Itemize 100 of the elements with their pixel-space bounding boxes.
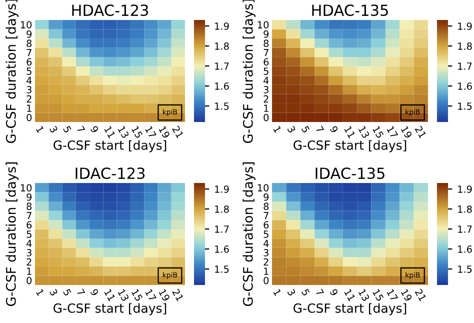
x-tick-label: 15 <box>131 288 143 302</box>
x-tick-label: 9 <box>90 125 99 134</box>
y-tick-label: 4 <box>264 76 269 84</box>
x-tick-label: 13 <box>358 288 370 302</box>
x-tick-label: 3 <box>49 126 58 134</box>
y-tick-label: 8 <box>264 40 269 48</box>
y-tick-label: 5 <box>264 68 268 75</box>
x-tick-label: 19 <box>158 288 170 302</box>
color-bar-label: 1.5 <box>215 266 229 273</box>
x-tick-label: 17 <box>386 288 398 302</box>
y-tick-label: 6 <box>264 221 269 229</box>
x-tick-label: 1 <box>273 126 282 134</box>
x-tick-label: 19 <box>400 288 412 302</box>
x-tick-label: 3 <box>49 288 58 296</box>
x-tick-label: 21 <box>172 288 184 302</box>
x-tick-label: 7 <box>76 288 86 296</box>
y-tick-label: 0 <box>26 114 32 122</box>
x-tick-label: 1 <box>36 288 44 296</box>
x-tick-label: 9 <box>90 288 99 296</box>
y-tick-label: 4 <box>26 76 32 84</box>
color-bar-label: 1.8 <box>215 42 229 50</box>
color-bar-label: 1.5 <box>458 266 472 273</box>
y-tick-label: 5 <box>26 68 32 75</box>
x-tick-label: 15 <box>372 126 384 139</box>
y-tick-label: 4 <box>264 240 269 247</box>
x-tick-label: 5 <box>62 288 72 296</box>
color-bar-label: 1.6 <box>458 245 472 253</box>
y-tick-label: 10 <box>20 21 32 28</box>
color-bar-label: 1.6 <box>458 82 472 90</box>
color-bar-label: 1.9 <box>458 22 472 30</box>
x-tick-label: 7 <box>76 126 86 134</box>
x-tick-label: 9 <box>330 125 338 134</box>
x-tick-label: 11 <box>104 288 116 302</box>
x-tick-label: 13 <box>358 126 370 139</box>
x-tick-label: 11 <box>344 126 356 138</box>
x-axis-title: G-CSF start [days] <box>54 303 166 316</box>
y-tick-label: 7 <box>264 49 268 56</box>
y-tick-label: 6 <box>26 221 32 229</box>
y-tick-label: 0 <box>26 276 32 284</box>
y-tick-label: 7 <box>264 212 268 220</box>
y-tick-label: 9 <box>26 30 32 38</box>
color-bar-label: 1.6 <box>215 245 229 253</box>
y-tick-label: 10 <box>258 21 269 28</box>
y-tick-label: 6 <box>264 58 269 66</box>
x-tick-label: 11 <box>344 288 356 302</box>
y-tick-label: 1 <box>264 268 268 275</box>
color-bar-label: 1.7 <box>215 226 229 233</box>
color-bar-label: 1.7 <box>215 62 229 70</box>
x-tick-label: 5 <box>301 126 310 134</box>
x-tick-label: 17 <box>386 126 398 138</box>
x-tick-label: 19 <box>158 126 170 139</box>
x-tick-label: 17 <box>145 288 156 302</box>
y-tick-label: 8 <box>264 202 269 210</box>
color-bar-label: 1.9 <box>215 22 229 30</box>
x-tick-label: 7 <box>316 288 324 296</box>
y-tick-label: 2 <box>26 95 32 103</box>
y-tick-label: 5 <box>264 230 268 238</box>
y-tick-label: 8 <box>26 202 32 210</box>
x-axis-title: G-CSF start [days] <box>294 140 406 152</box>
x-tick-label: 15 <box>131 126 143 139</box>
y-tick-label: 7 <box>26 49 32 56</box>
y-tick-label: 1 <box>27 268 32 275</box>
y-tick-label: 9 <box>264 193 269 201</box>
y-tick-label: 3 <box>264 249 268 256</box>
x-tick-label: 1 <box>273 288 282 296</box>
x-tick-label: 1 <box>36 126 44 134</box>
x-tick-label: 19 <box>400 126 412 139</box>
chart-title: HDAC-135 <box>312 4 388 16</box>
x-tick-label: 7 <box>316 126 324 134</box>
y-tick-label: 8 <box>26 40 32 48</box>
y-tick-label: 2 <box>264 258 268 266</box>
x-axis-title: G-CSF start [days] <box>54 140 166 152</box>
chart-title: HDAC-123 <box>72 4 148 16</box>
color-bar-label: 1.9 <box>458 185 472 193</box>
color-bar-label: 1.8 <box>458 42 472 50</box>
color-bar-label: 1.9 <box>215 185 229 193</box>
y-tick-label: 5 <box>26 230 32 238</box>
color-bar-label: 1.8 <box>215 205 229 213</box>
chart-title: IDAC-135 <box>316 167 384 180</box>
y-tick-label: 0 <box>264 276 269 284</box>
chart-title: IDAC-123 <box>76 167 145 180</box>
y-tick-label: 0 <box>264 114 269 122</box>
x-tick-label: 3 <box>287 126 296 134</box>
y-tick-label: 3 <box>264 86 268 94</box>
x-tick-label: 13 <box>118 288 130 302</box>
y-tick-label: 3 <box>26 249 32 256</box>
x-tick-label: 5 <box>62 126 72 134</box>
y-tick-label: 7 <box>26 212 32 220</box>
x-tick-label: 21 <box>414 288 426 302</box>
x-axis-title: G-CSF start [days] <box>294 303 406 316</box>
y-axis-title: G-CSF duration [days] <box>6 162 18 306</box>
x-tick-label: 21 <box>414 125 426 138</box>
y-tick-label: 9 <box>264 30 269 38</box>
y-tick-label: 4 <box>26 240 32 247</box>
color-bar-label: 1.5 <box>458 102 472 110</box>
x-tick-label: 21 <box>172 125 184 138</box>
y-tick-label: 6 <box>26 58 32 66</box>
x-tick-label: 3 <box>287 288 296 296</box>
y-tick-label: 1 <box>27 104 32 112</box>
color-bar-label: 1.8 <box>458 205 472 213</box>
